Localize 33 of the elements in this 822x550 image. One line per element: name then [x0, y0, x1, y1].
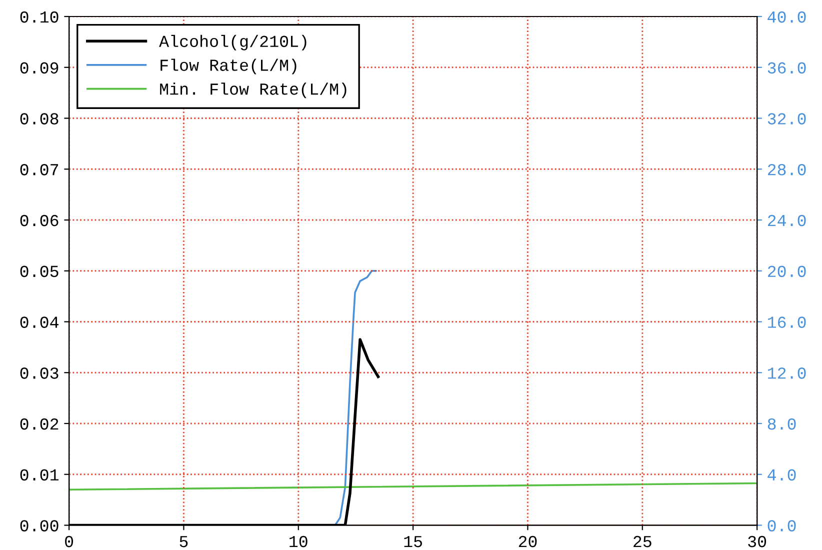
legend-label: Flow Rate(L/M): [160, 58, 296, 74]
line-series: [334, 270, 377, 526]
legend-label: Alcohol(g/210L): [159, 34, 306, 50]
x-tick-label: 0: [65, 536, 74, 548]
y2-tick-label: 16.0: [768, 316, 806, 328]
y2-tick-label: 28.0: [768, 164, 806, 176]
y-tick-label: 0.04: [20, 316, 58, 328]
y2-tick-label: 8.0: [768, 418, 796, 430]
y-tick-label: 0.06: [20, 214, 58, 226]
y2-tick-label: 36.0: [768, 62, 806, 74]
x-tick-label: 15: [404, 536, 422, 548]
y2-tick-label: 4.0: [768, 469, 796, 481]
x-tick-label: 30: [748, 536, 766, 548]
y2-tick-label: 40.0: [768, 11, 806, 23]
y-tick-label: 0.08: [20, 113, 58, 124]
y-tick-label: 0.10: [20, 11, 58, 23]
x-tick-label: 5: [180, 536, 188, 548]
y2-tick-label: 32.0: [768, 113, 806, 124]
y-tick-label: 0.09: [20, 62, 58, 74]
y-tick-label: 0.01: [20, 469, 59, 481]
y-tick-label: 0.02: [20, 418, 58, 430]
y-tick-label: 0.00: [20, 520, 58, 532]
y2-tick-label: 0.0: [768, 520, 796, 532]
y-tick-label: 0.05: [20, 266, 58, 278]
y2-tick-label: 12.0: [768, 368, 806, 379]
x-tick-label: 10: [290, 536, 308, 548]
y2-tick-label: 24.0: [768, 214, 806, 226]
y-tick-label: 0.03: [20, 368, 58, 379]
x-tick-label: 20: [518, 536, 537, 548]
y-tick-label: 0.07: [20, 164, 58, 176]
legend-label: Min. Flow Rate(L/M): [160, 82, 346, 98]
x-tick-label: 25: [634, 536, 652, 548]
y2-tick-label: 20.0: [768, 266, 806, 278]
